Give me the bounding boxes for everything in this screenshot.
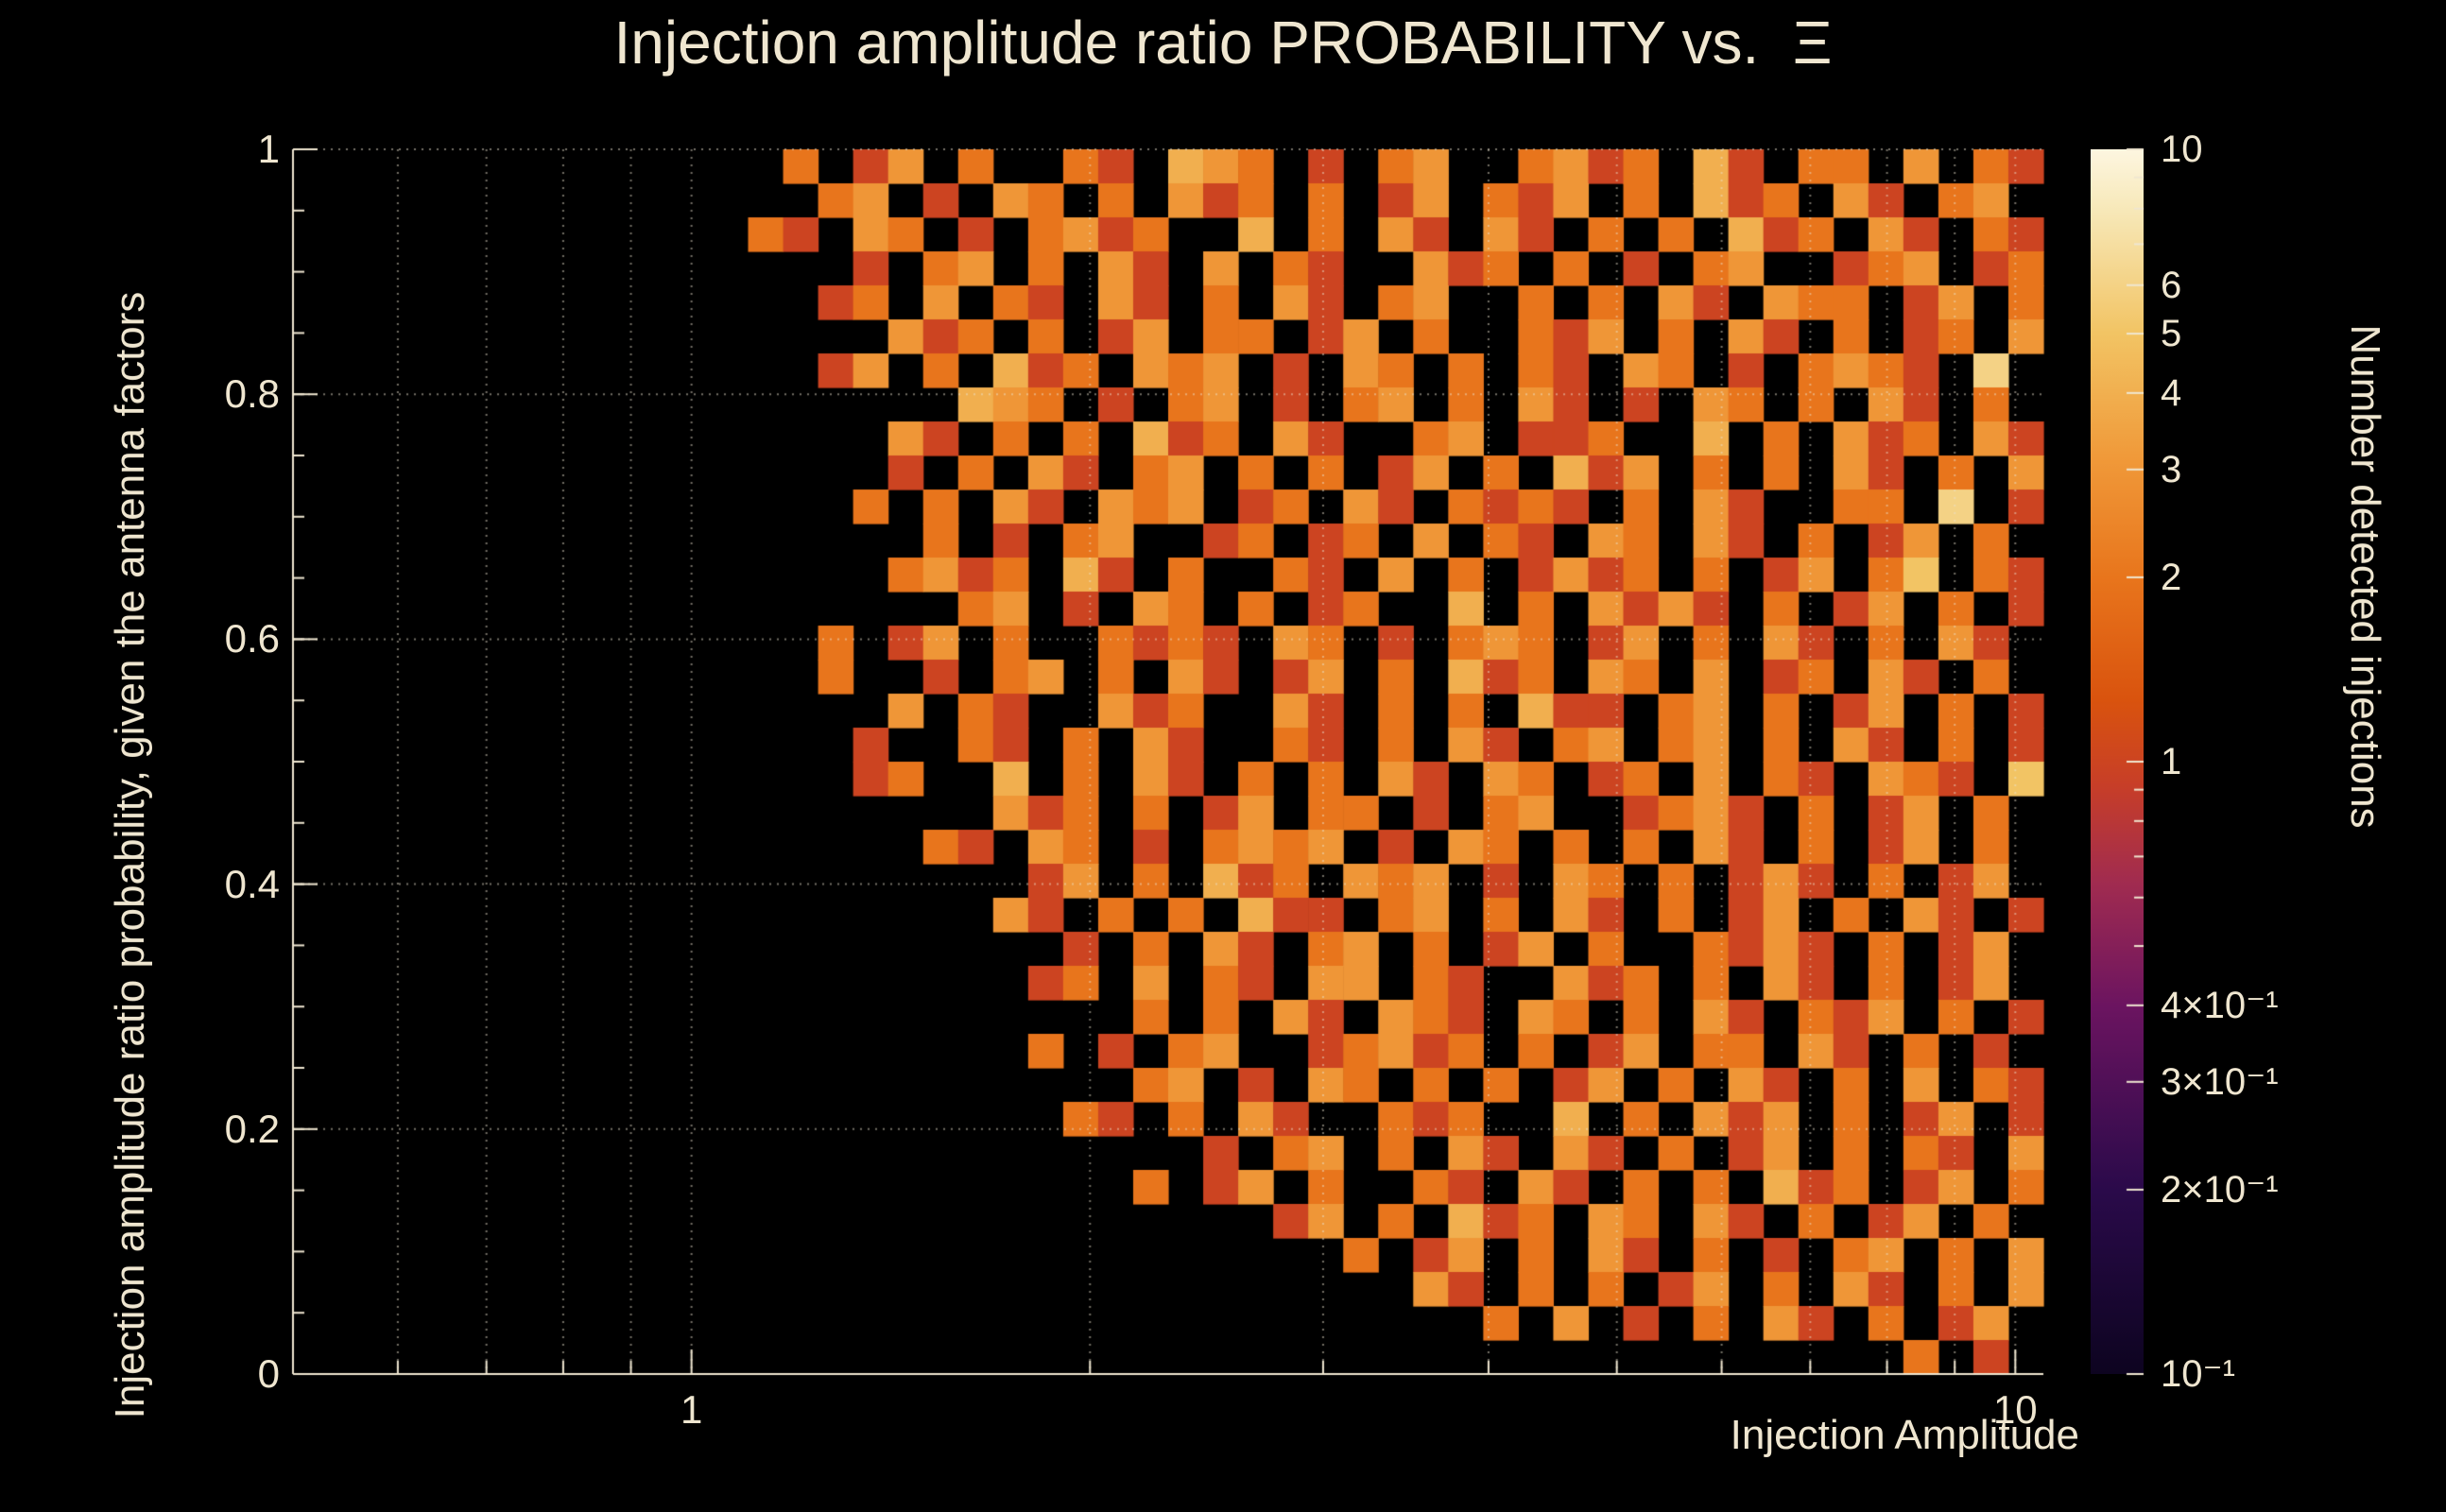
- colorbar-tick-label: 1: [2161, 741, 2182, 782]
- colorbar-tick-label: 2: [2161, 556, 2182, 598]
- colorbar-tick-label: 3×10⁻¹: [2161, 1060, 2279, 1103]
- y-axis-tick-label: 1: [257, 127, 280, 171]
- colorbar-tick-label: 5: [2161, 313, 2182, 355]
- y-axis-tick-label: 0.2: [224, 1106, 280, 1151]
- y-axis-tick-label: 0.8: [224, 371, 280, 417]
- chart-title: Injection amplitude ratio PROBABILITY vs…: [613, 9, 1833, 77]
- x-axis-tick-label: 10: [1992, 1387, 2038, 1432]
- x-axis-tick-label: 1: [680, 1387, 703, 1432]
- colorbar-tick-label: 4×10⁻¹: [2161, 984, 2279, 1026]
- colorbar-tick-label: 2×10⁻¹: [2161, 1168, 2279, 1211]
- y-axis-tick-label: 0: [257, 1351, 280, 1396]
- x-axis-label: Injection Amplitude: [1730, 1412, 2079, 1458]
- colorbar-tick-label: 3: [2161, 448, 2182, 490]
- colorbar-tick-label: 6: [2161, 264, 2182, 306]
- y-axis-label: Injection amplitude ratio probability, g…: [107, 291, 153, 1419]
- y-axis-tick-label: 0.6: [224, 616, 280, 662]
- colorbar-tick-label: 10: [2161, 129, 2203, 170]
- y-axis-tick-label: 0.4: [224, 861, 280, 906]
- colorbar-tick-label: 4: [2161, 371, 2182, 414]
- colorbar-tick-label: 10⁻¹: [2161, 1353, 2235, 1395]
